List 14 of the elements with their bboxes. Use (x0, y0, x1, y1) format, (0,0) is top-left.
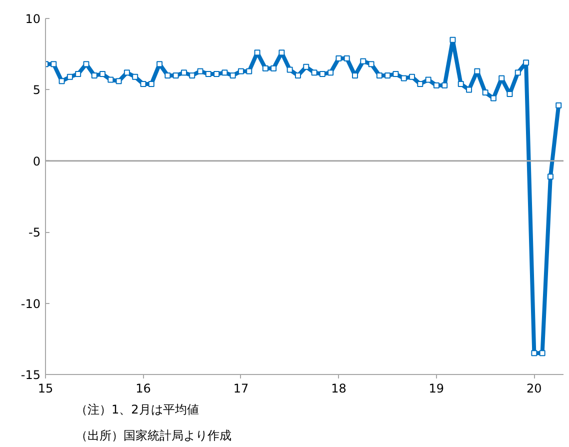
x-tick-label: 20 (526, 382, 542, 396)
text: （出所）国家統計局より作成 (76, 428, 232, 442)
y-tick-label: 10 (25, 12, 41, 26)
x-tick-label: 19 (428, 382, 444, 396)
x-tick-label: 16 (136, 382, 151, 396)
x-tick-label: 17 (233, 382, 249, 396)
y-tick-label: -10 (20, 296, 41, 311)
x-tick-label: 18 (331, 382, 346, 396)
y-tick-label: -5 (28, 226, 41, 240)
x-tick-label: 15 (38, 382, 54, 396)
y-tick-label: -15 (20, 368, 41, 382)
text: （注）1、2月は平均値 (76, 402, 199, 416)
y-tick-label: 0 (32, 154, 41, 168)
y-tick-label: 5 (32, 83, 41, 98)
